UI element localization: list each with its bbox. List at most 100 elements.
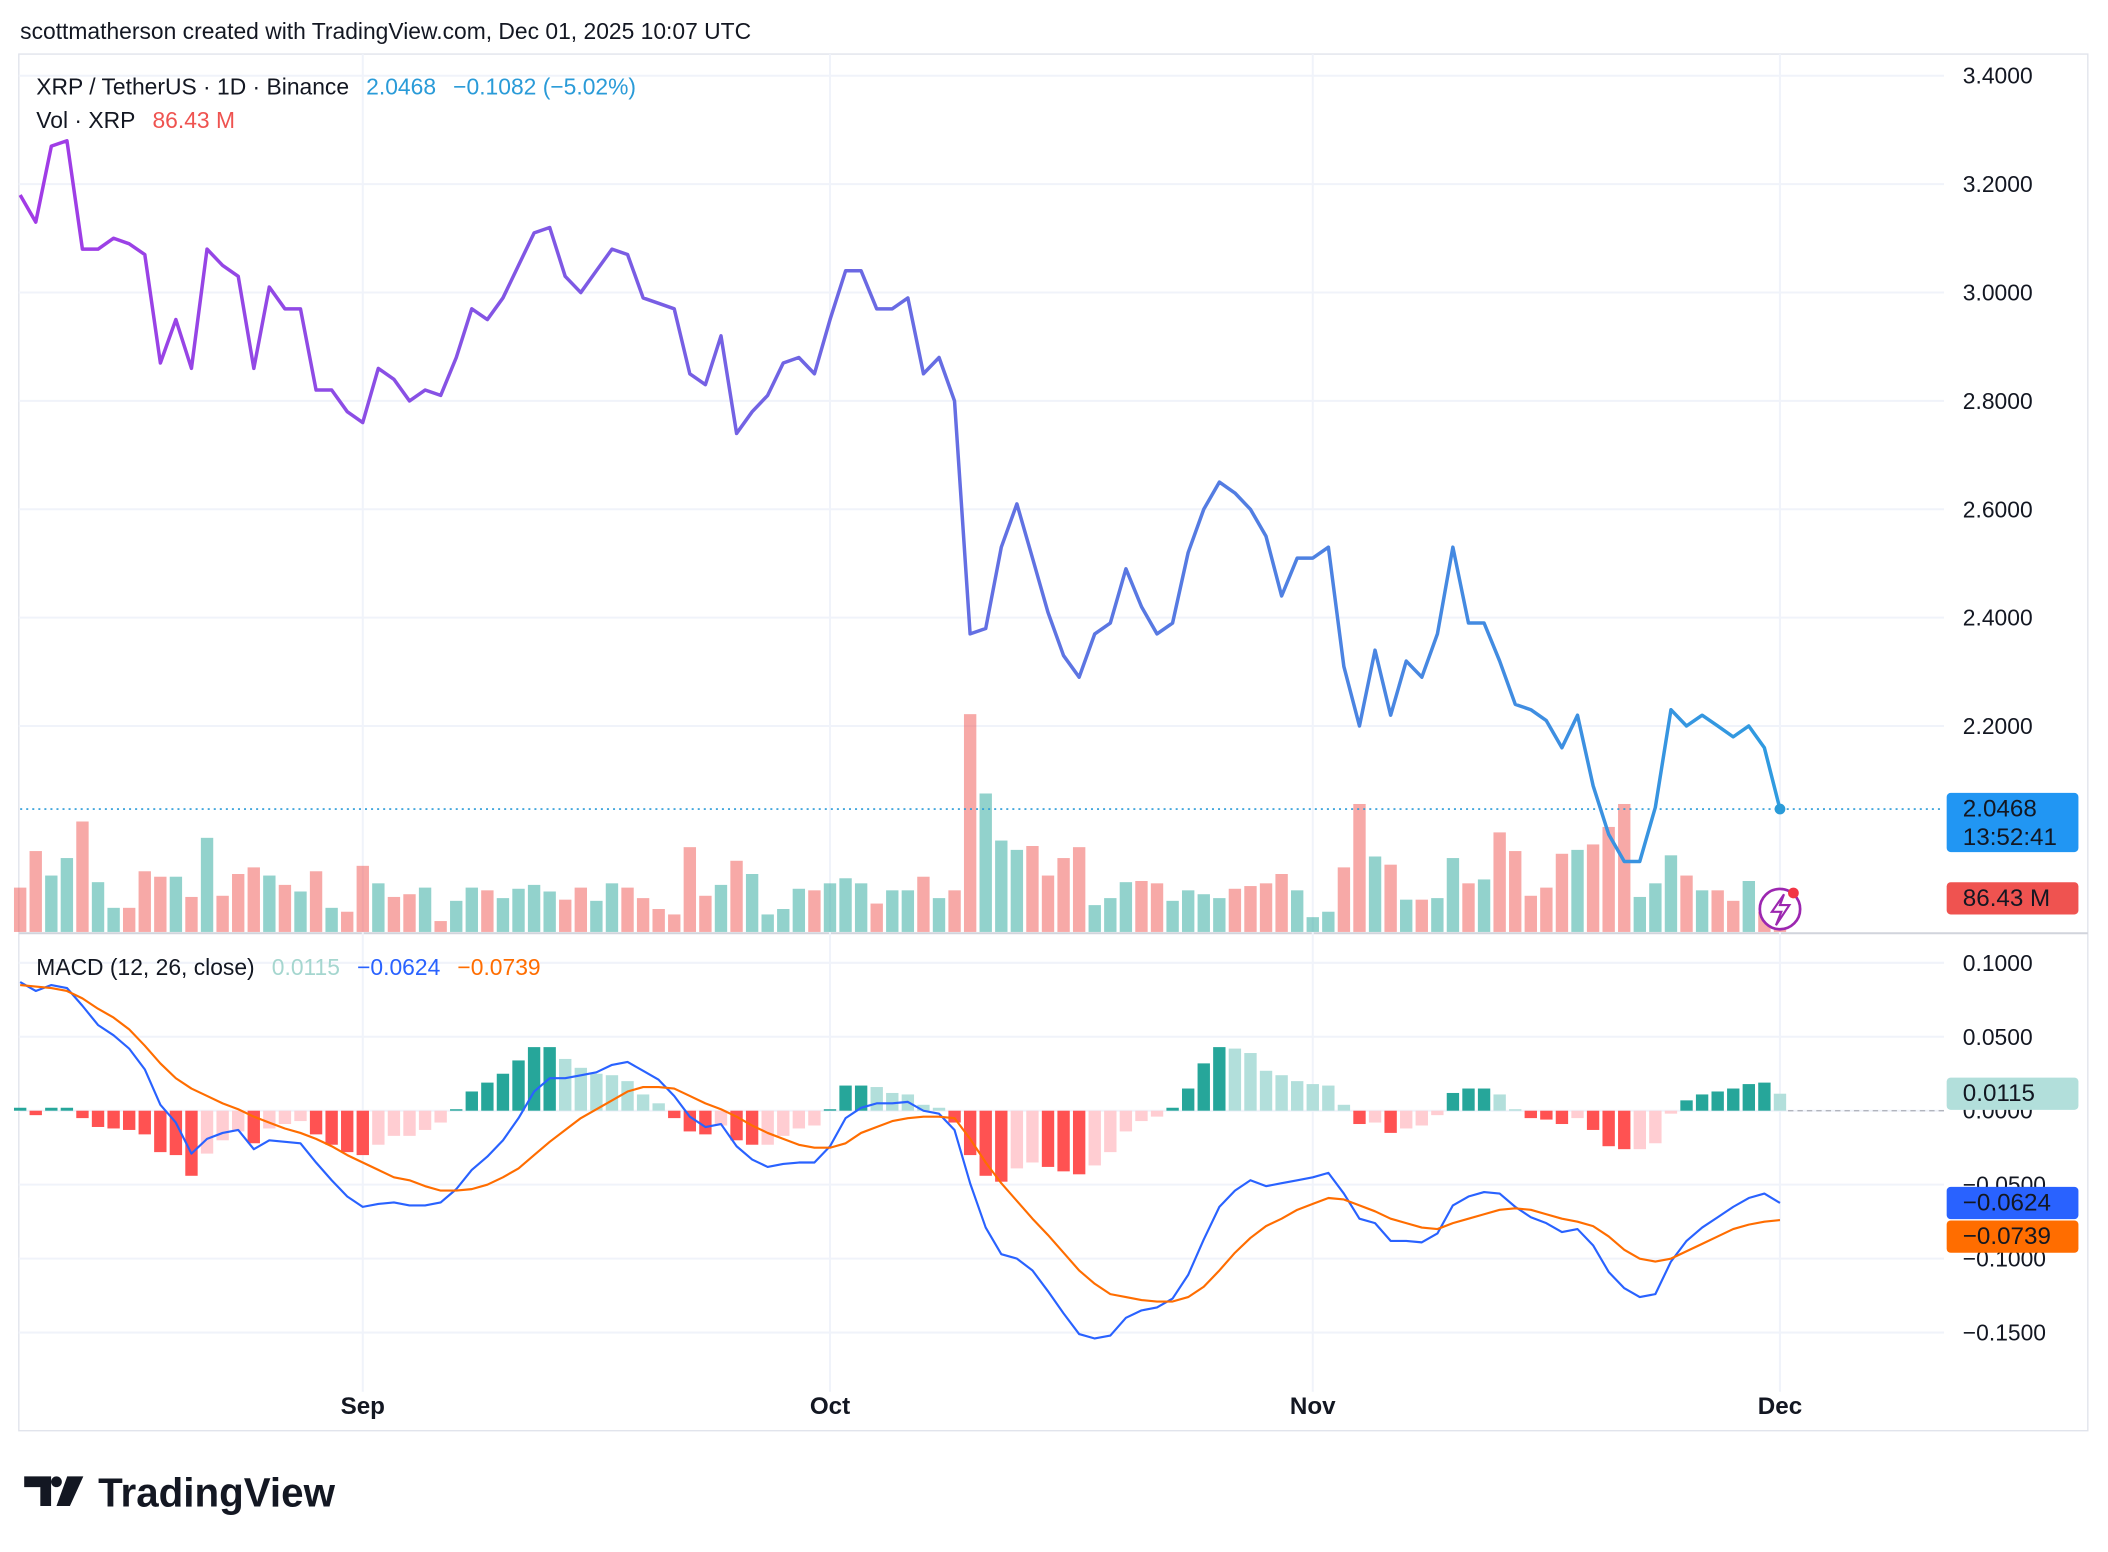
volume-bar	[138, 871, 151, 932]
y-tick-label: 2.2000	[1963, 713, 2033, 739]
histogram-bar	[745, 1110, 759, 1145]
histogram-bar	[886, 1092, 899, 1111]
volume-bar	[387, 896, 401, 932]
histogram-bar	[932, 1107, 946, 1111]
histogram-bar	[1524, 1110, 1537, 1119]
volume-bar	[45, 875, 58, 932]
histogram-bar	[777, 1110, 790, 1136]
volume-bar	[1742, 881, 1756, 932]
histogram-bar	[107, 1110, 120, 1129]
volume-bar	[450, 900, 463, 932]
alert-icon[interactable]	[1758, 887, 1802, 931]
histogram-bar	[138, 1110, 151, 1135]
x-tick-label: Oct	[810, 1393, 850, 1420]
volume-bar	[1228, 888, 1242, 932]
volume-bar	[714, 884, 728, 932]
histogram-bar	[1010, 1110, 1024, 1169]
histogram-bar	[263, 1110, 276, 1129]
histogram-bar	[45, 1107, 58, 1111]
histogram-bar	[1135, 1110, 1148, 1122]
volume-bar	[1166, 900, 1179, 932]
logo-text: TradingView	[98, 1470, 335, 1516]
volume-bar	[325, 907, 338, 932]
histogram-bar	[1618, 1110, 1631, 1150]
histogram-bar	[1727, 1088, 1740, 1111]
volume-bar	[481, 890, 494, 932]
volume-bar	[730, 860, 743, 932]
volume-bar	[1415, 899, 1428, 932]
volume-bar	[185, 896, 198, 932]
volume-bar	[465, 887, 478, 932]
volume-bar	[652, 909, 665, 932]
histogram-bar	[1306, 1084, 1319, 1111]
volume-bar	[823, 883, 837, 932]
histogram-bar	[1586, 1110, 1600, 1130]
histogram-bar	[1540, 1110, 1553, 1120]
volume-bar	[278, 884, 292, 932]
price-tag	[1946, 792, 2079, 853]
histogram-bar	[450, 1109, 463, 1111]
volume-bar	[1462, 883, 1475, 932]
histogram-bar	[559, 1058, 572, 1111]
macd-tag-text: −0.0739	[1963, 1223, 2051, 1250]
volume-bar	[543, 891, 556, 932]
price-tag-text: 2.0468	[1963, 796, 2037, 823]
alert-icon-bolt	[1769, 893, 1792, 926]
volume-bar	[1213, 898, 1226, 932]
histogram-bar	[418, 1110, 432, 1130]
price-tag-text: 13:52:41	[1963, 824, 2057, 851]
legend-title: XRP / TetherUS · 1D · Binance	[36, 73, 349, 99]
histogram-bar	[870, 1087, 883, 1111]
volume-bar	[1322, 911, 1335, 932]
y-tick-label: −0.1500	[1963, 1320, 2046, 1346]
volume-bar	[1493, 832, 1506, 932]
volume-bar	[1041, 875, 1055, 932]
histogram-bar	[200, 1110, 214, 1154]
histogram-bar	[1088, 1110, 1101, 1166]
volume-bar	[1540, 887, 1553, 932]
volume-bar	[979, 793, 992, 932]
volume-bar	[917, 876, 930, 932]
histogram-bar	[979, 1110, 992, 1176]
legend-title: Vol · XRP	[36, 107, 135, 133]
volume-bar	[372, 883, 385, 932]
histogram-bar	[590, 1073, 603, 1111]
volume-bar	[294, 891, 307, 932]
volume-bar	[1104, 898, 1117, 932]
y-tick-label: 2.4000	[1963, 605, 2033, 631]
histogram-bar	[854, 1085, 868, 1111]
histogram-bar	[1197, 1063, 1210, 1111]
volume-bar	[29, 851, 42, 932]
histogram-bar	[1322, 1085, 1335, 1111]
volume-bar	[621, 887, 634, 932]
volume-bar	[1695, 890, 1709, 932]
x-tick-label: Sep	[341, 1393, 385, 1420]
volume-bar	[1150, 883, 1164, 932]
volume-bar	[1571, 849, 1584, 932]
volume-bar	[683, 847, 697, 932]
volume-bar	[605, 883, 619, 932]
volume-bar	[418, 887, 432, 932]
volume-bar	[91, 882, 105, 932]
legend-price: 2.0468	[366, 73, 436, 99]
x-tick-label: Dec	[1758, 1393, 1802, 1420]
y-tick-label: 2.8000	[1963, 388, 2033, 414]
legend-histogram: 0.0115	[272, 954, 340, 980]
histogram-bar	[1119, 1110, 1133, 1132]
volume-bar	[699, 895, 712, 932]
volume-bar	[496, 898, 510, 932]
signal-line	[20, 983, 1781, 1303]
histogram-bar	[341, 1110, 354, 1153]
volume-bar	[341, 911, 354, 932]
volume-bar	[559, 899, 572, 932]
legend-change: −0.1082 (−5.02%)	[453, 73, 636, 99]
histogram-bar	[1695, 1094, 1709, 1111]
grid	[18, 54, 1944, 1392]
volume-bar	[263, 875, 276, 932]
volume-bar	[870, 903, 883, 932]
histogram-bar	[1431, 1110, 1444, 1116]
legend-macd: −0.0624	[357, 954, 441, 980]
